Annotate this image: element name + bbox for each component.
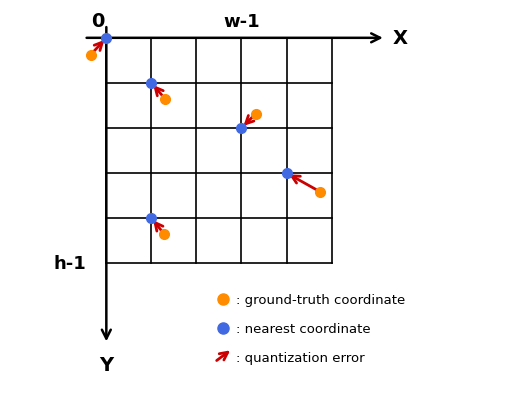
Text: : nearest coordinate: : nearest coordinate: [236, 322, 370, 335]
Text: : ground-truth coordinate: : ground-truth coordinate: [236, 293, 405, 306]
Text: 0: 0: [91, 12, 105, 31]
Text: X: X: [391, 29, 407, 48]
Text: : quantization error: : quantization error: [236, 351, 364, 364]
Text: Y: Y: [99, 356, 113, 375]
Text: w-1: w-1: [223, 13, 259, 30]
Text: h-1: h-1: [53, 255, 86, 272]
